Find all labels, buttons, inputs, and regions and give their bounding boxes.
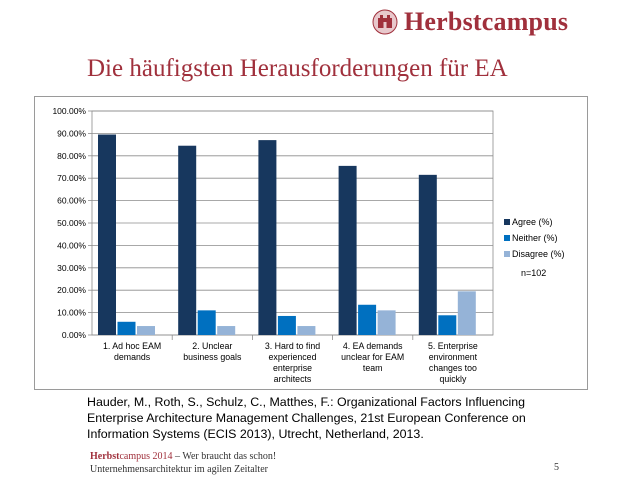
bar: [98, 134, 116, 335]
legend-label: Agree (%): [512, 217, 553, 227]
bar: [197, 310, 216, 335]
footer-brand-part2: campus: [119, 451, 150, 462]
footer-year: 2014: [152, 451, 173, 462]
bar-chart: 0.00% 10.00% 20.00% 30.00% 40.00% 50.00% 60.00…: [52, 106, 565, 384]
bar: [217, 326, 236, 335]
logo-text-part1: Herbst: [404, 7, 482, 36]
x-tick-label: 1. Ad hoc EAM: [103, 341, 161, 351]
x-tick-label: team: [363, 363, 383, 373]
bar: [297, 326, 316, 335]
herbstcampus-logo: Herbstcampus: [372, 6, 568, 38]
bar: [277, 315, 296, 335]
x-tick-label: quickly: [439, 374, 466, 384]
citation-text: Hauder, M., Roth, S., Schulz, C., Matthe…: [87, 395, 526, 441]
y-tick-label: 40.00%: [57, 240, 86, 250]
legend-swatch: [504, 235, 510, 241]
y-tick-label: 80.00%: [57, 151, 86, 161]
footer-line-1: Herbstcampus 2014 – Wer braucht das scho…: [90, 450, 276, 463]
footer-brand-part1: Herbst: [90, 451, 120, 462]
y-tick-label: 70.00%: [57, 173, 86, 183]
footer-tagline: – Wer braucht das schon!: [172, 451, 277, 462]
bar: [258, 140, 277, 335]
legend-swatch: [504, 251, 510, 257]
slide-title: Die häufigsten Herausforderungen für EA: [87, 55, 508, 82]
y-tick-label: 90.00%: [57, 128, 86, 138]
x-tick-label: 3. Hard to find: [265, 341, 320, 351]
x-tick-label: 4. EA demands: [343, 341, 403, 351]
y-tick-label: 100.00%: [52, 106, 86, 116]
footer: Herbstcampus 2014 – Wer braucht das scho…: [90, 450, 276, 476]
x-tick-label: architects: [274, 374, 312, 384]
x-tick-label: demands: [114, 352, 151, 362]
y-tick-label: 0.00%: [62, 330, 87, 340]
bar: [137, 326, 155, 335]
crest-icon: [372, 9, 398, 35]
x-tick-label: unclear for EAM: [341, 352, 404, 362]
bar: [338, 165, 357, 335]
page-number: 5: [554, 462, 559, 473]
x-tick-label: business goals: [183, 352, 242, 362]
y-tick-label: 20.00%: [57, 285, 86, 295]
y-tick-label: 10.00%: [57, 308, 86, 318]
bar: [178, 145, 197, 335]
bar: [117, 321, 136, 335]
x-tick-label: experienced: [269, 352, 317, 362]
x-tick-label: enterprise: [273, 363, 312, 373]
bar: [457, 291, 476, 335]
x-tick-label: environment: [429, 352, 478, 362]
logo-text-part2: campus: [481, 7, 569, 36]
x-tick-label: changes too: [429, 363, 477, 373]
bar: [377, 310, 396, 335]
legend-label: Neither (%): [512, 233, 558, 243]
x-tick-label: 5. Enterprise: [428, 341, 478, 351]
y-tick-label: 60.00%: [57, 196, 86, 206]
bar: [438, 315, 457, 335]
legend-swatch: [504, 219, 510, 225]
legend-label: Disagree (%): [512, 249, 565, 259]
chart-container: 0.00% 10.00% 20.00% 30.00% 40.00% 50.00% 60.00…: [34, 96, 588, 390]
footer-subtitle: Unternehmensarchitektur im agilen Zeital…: [90, 464, 268, 475]
x-tick-label: 2. Unclear: [192, 341, 232, 351]
y-tick-label: 30.00%: [57, 263, 86, 273]
logo-wordmark: Herbstcampus: [404, 7, 568, 37]
sample-size-note: n=102: [521, 268, 546, 278]
bar: [358, 304, 377, 335]
y-tick-label: 50.00%: [57, 218, 86, 228]
bar: [418, 174, 437, 335]
